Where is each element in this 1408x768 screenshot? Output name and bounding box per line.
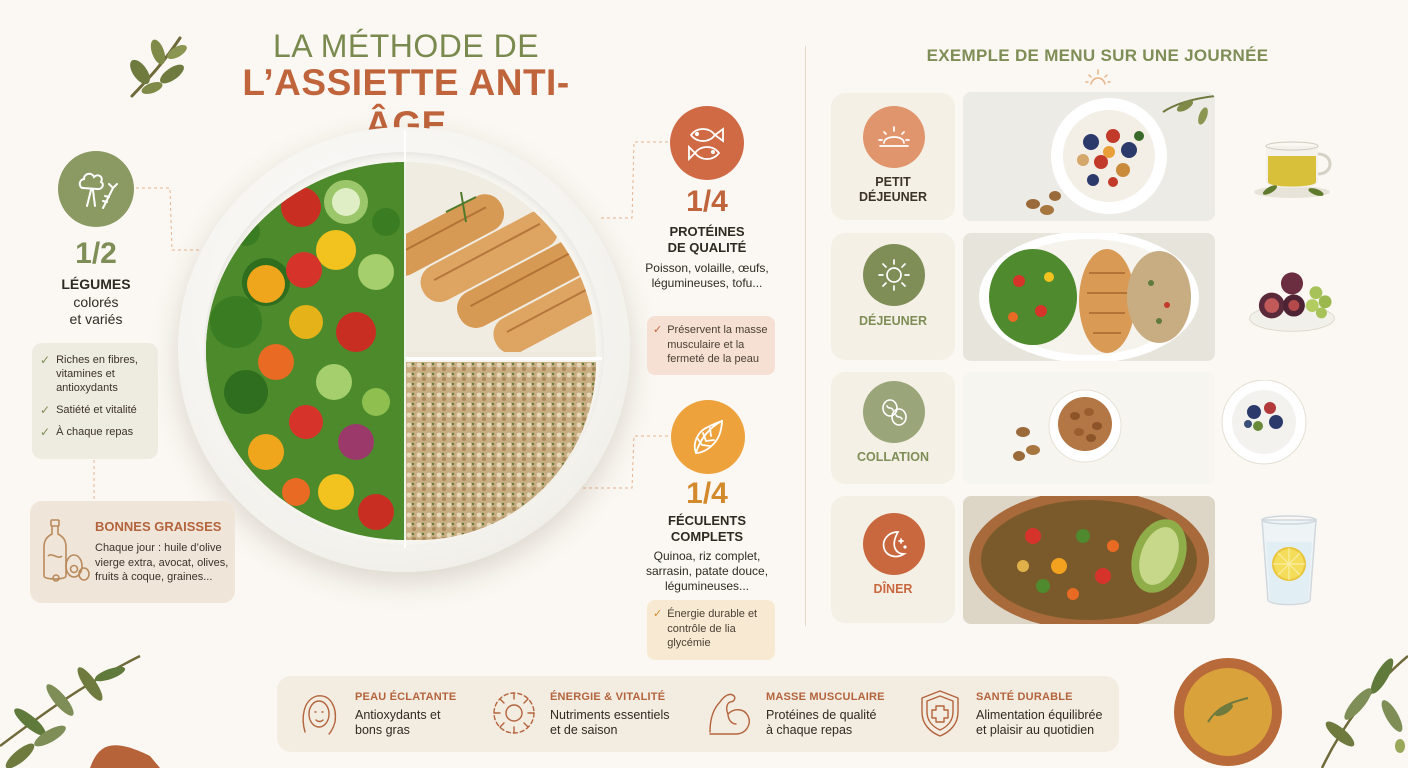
sunrise-icon — [863, 106, 925, 168]
olive-oil-bowl-decor — [1174, 655, 1408, 768]
grains-quarter — [406, 362, 596, 540]
meal-label-snack: COLLATION — [857, 450, 929, 464]
benefit-title-skin: PEAU ÉCLATANTE — [355, 691, 457, 703]
snack-photo — [963, 372, 1215, 484]
proteins-title-2: DE QUALITÉ — [667, 240, 747, 255]
plate-divider-vertical — [404, 130, 406, 548]
healthy-fats-box — [30, 501, 235, 603]
lunch-photo — [963, 233, 1215, 361]
breakfast-photo — [963, 92, 1215, 221]
starches-fraction: 1/4 — [686, 477, 728, 510]
meal-label-dinner: DÎNER — [873, 582, 913, 596]
nuts-icon — [863, 381, 925, 443]
check-icon: ✓ — [653, 608, 663, 620]
proteins-benefit: Préservent la masse musculaire et la fer… — [667, 324, 768, 365]
section-divider — [805, 46, 806, 626]
meal-label-lunch: DÉJEUNER — [858, 314, 928, 328]
proteins-benefit-box: ✓ Préservent la masse musculaire et la fe… — [647, 316, 775, 375]
menu-title: EXEMPLE DE MENU SUR UNE JOURNÉE — [926, 46, 1269, 65]
vegetables-subtitle-2: et variés — [69, 311, 123, 327]
starches-benefit: Énergie durable et contrôle de lia glycé… — [667, 608, 758, 649]
shield-cross-icon — [921, 690, 959, 737]
healthy-fats-title: BONNES GRAISSES — [95, 519, 222, 534]
proteins-fraction: 1/4 — [686, 185, 728, 218]
vegetables-fraction: 1/2 — [75, 237, 117, 270]
face-icon — [302, 695, 337, 735]
broccoli-carrot-icon — [58, 151, 134, 227]
proteins-title-1: PROTÉINES — [669, 224, 745, 239]
benefit-desc-skin: Antioxydants et bons gras — [355, 708, 441, 737]
benefit-title-muscle: MASSE MUSCULAIRE — [766, 691, 885, 703]
check-icon: ✓ — [40, 353, 51, 367]
benefit-desc-muscle: Protéines de qualité à chaque repas — [766, 708, 877, 737]
benefit-title-energy: ÉNERGIE & VITALITÉ — [550, 691, 666, 703]
olive-branch-icon — [130, 36, 187, 98]
meal-label-breakfast: PETIT DÉJEUNER — [858, 175, 928, 204]
muscle-arm-icon — [709, 693, 750, 735]
sun-rays-icon — [1085, 69, 1111, 85]
tea-cup-icon — [1254, 141, 1332, 198]
healthy-fats-description: Chaque jour : huile d’olive vierge extra… — [95, 542, 229, 583]
benefit-title-health: SANTÉ DURABLE — [976, 691, 1073, 703]
figs-grapes-icon — [1249, 272, 1335, 332]
fish-icon — [670, 106, 744, 180]
moon-stars-icon — [863, 513, 925, 575]
vegetables-subtitle-1: colorés — [73, 294, 119, 310]
energy-gear-icon — [493, 692, 535, 734]
list-item: ✓ Satiété et vitalité — [40, 403, 137, 417]
vegetables-benefits-box: ✓ Riches en fibres, vitamines et antioxyd… — [32, 343, 158, 459]
check-icon: ✓ — [40, 425, 51, 439]
yogurt-bowl-icon — [1221, 380, 1307, 465]
benefit-desc-energy: Nutriments essentiels et de saison — [550, 708, 670, 737]
starches-description: Quinoa, riz complet, sarrasin, patate do… — [645, 549, 769, 593]
sun-icon — [863, 244, 925, 306]
proteins-description: Poisson, volaille, œufs, légumineuses, t… — [645, 261, 769, 290]
list-item: ✓ Riches en fibres, vitamines et antioxyd… — [40, 353, 138, 394]
list-item: ✓ À chaque repas — [40, 425, 134, 439]
title-line-1: LA MÉTHODE DE — [272, 28, 540, 64]
starches-title-1: FÉCULENTS — [668, 513, 746, 528]
benefits-bar — [277, 676, 1119, 752]
check-icon: ✓ — [40, 403, 51, 417]
olive-branch-decor-left — [0, 654, 160, 768]
protein-quarter — [406, 162, 596, 358]
starches-title-2: COMPLETS — [670, 529, 744, 544]
check-icon: ✓ — [653, 324, 663, 336]
dinner-photo — [963, 496, 1215, 624]
lemon-water-glass-icon — [1261, 515, 1317, 606]
starches-benefit-box: ✓ Énergie durable et contrôle de lia glyc… — [647, 600, 775, 660]
benefit-desc-health: Alimentation équilibrée et plaisir au qu… — [976, 708, 1103, 737]
vegetables-title: LÉGUMES — [61, 276, 131, 292]
plate-divider-horizontal — [406, 357, 602, 360]
wheat-leaf-icon — [671, 400, 745, 474]
oil-bottle-icon — [43, 519, 90, 582]
